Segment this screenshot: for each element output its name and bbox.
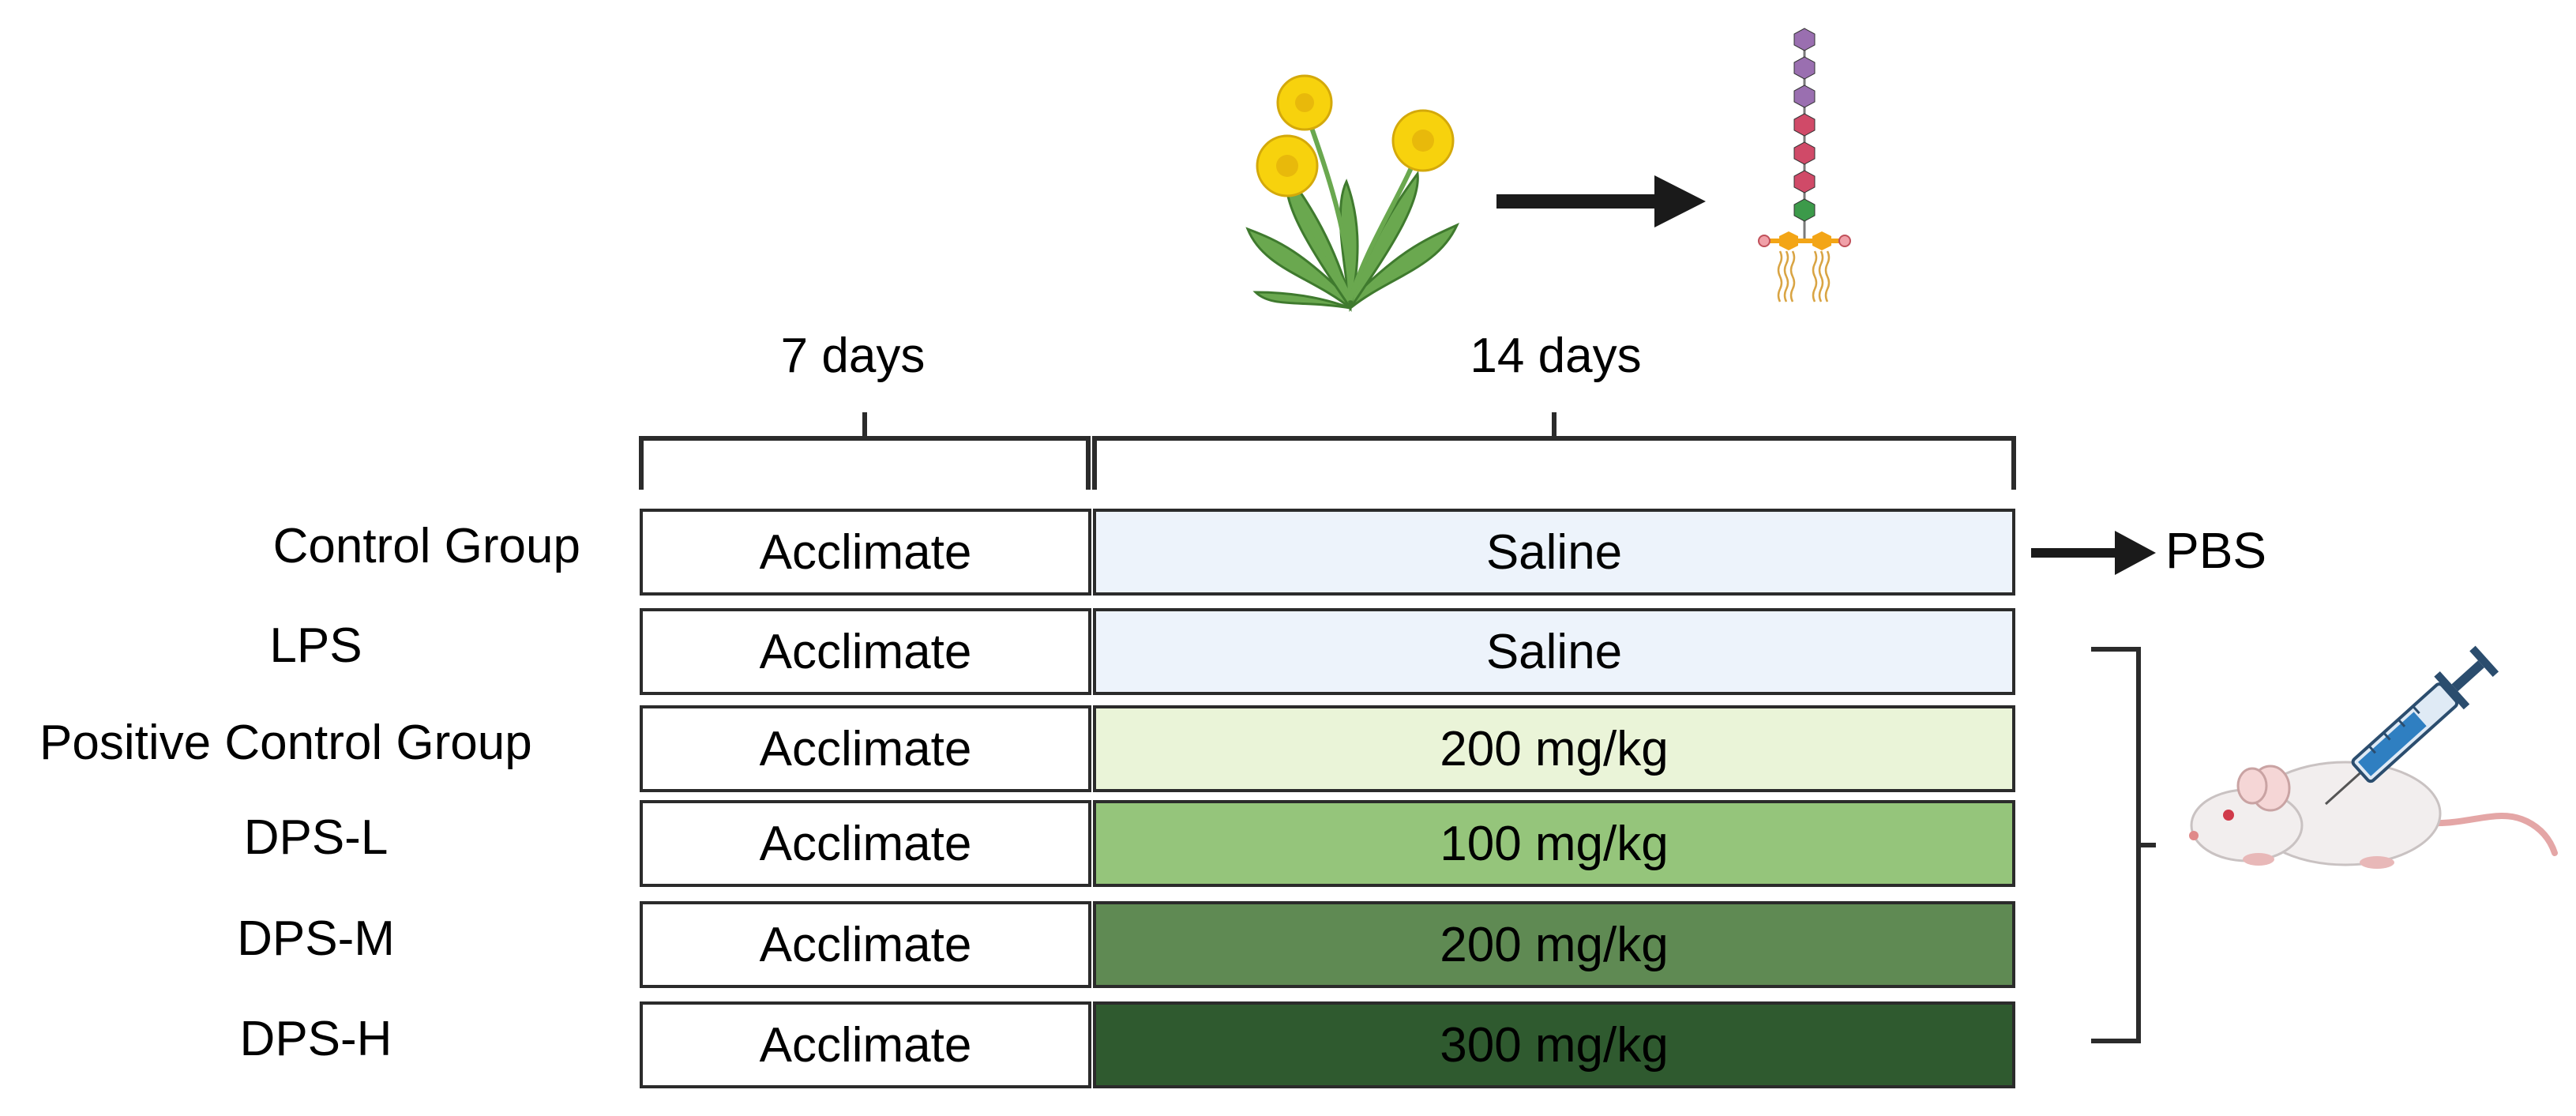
treatment-cell: 100 mg/kg	[1093, 800, 2015, 887]
group-label: LPS	[269, 618, 362, 673]
group-label: DPS-M	[237, 911, 395, 966]
acclimate-cell: Acclimate	[640, 509, 1091, 596]
treatment-bracket	[1092, 436, 2016, 490]
acclimate-cell: Acclimate	[640, 608, 1091, 695]
acclimate-cell: Acclimate	[640, 705, 1091, 792]
pbs-label: PBS	[2165, 522, 2267, 579]
treatment-cell: 200 mg/kg	[1093, 901, 2015, 988]
acclimate-cell: Acclimate	[640, 800, 1091, 887]
dandelion-plant-icon	[1245, 74, 1460, 312]
group-label: DPS-L	[243, 810, 389, 865]
group-label: Positive Control Group	[39, 716, 532, 770]
group-label: Control Group	[272, 519, 580, 573]
polysaccharide-chain-icon	[1758, 28, 1851, 302]
treatment-cell: Saline	[1093, 509, 2015, 596]
acclimation-period-label: 7 days	[780, 329, 926, 383]
acclimate-cell: Acclimate	[640, 901, 1091, 988]
treatment-cell: 200 mg/kg	[1093, 705, 2015, 792]
treatment-period-label: 14 days	[1470, 329, 1642, 383]
group-label: DPS-H	[239, 1012, 392, 1066]
treatment-cell: 300 mg/kg	[1093, 1001, 2015, 1088]
injection-group-bracket	[2091, 647, 2141, 1043]
acclimate-cell: Acclimate	[640, 1001, 1091, 1088]
mouse-injection-icon	[2189, 645, 2558, 869]
treatment-cell: Saline	[1093, 608, 2015, 695]
pbs-arrow-icon	[2031, 531, 2156, 575]
right-arrow-icon	[1496, 175, 1706, 227]
acclimation-bracket	[639, 436, 1091, 490]
